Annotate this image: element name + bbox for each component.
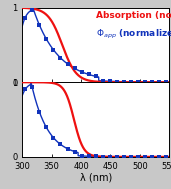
X-axis label: λ (nm): λ (nm): [80, 172, 112, 182]
Text: Absorption (normalized): Absorption (normalized): [96, 11, 171, 20]
Text: $\Phi_{app}$ (normalized): $\Phi_{app}$ (normalized): [96, 28, 171, 41]
